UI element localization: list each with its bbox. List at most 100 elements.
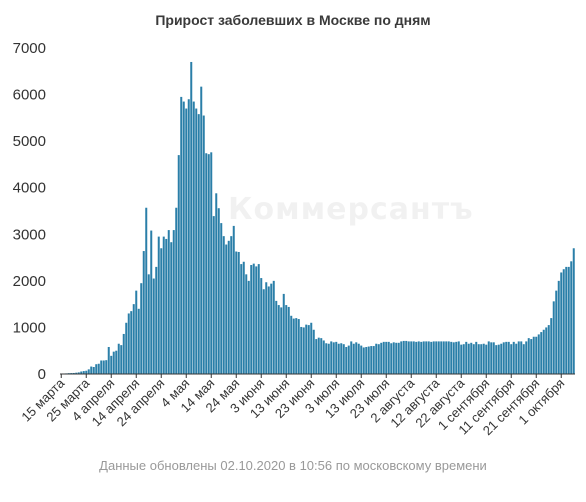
bar [447,341,450,374]
bar [310,322,313,374]
bar [82,371,85,374]
bar [225,244,228,374]
bar [550,318,553,374]
bar [87,369,90,374]
bar [275,300,278,374]
bar [485,344,488,374]
bar [100,360,103,374]
bar [165,238,168,374]
bar [522,344,525,374]
bar [470,342,473,374]
bar [160,248,163,374]
bar [410,341,413,374]
bar [247,280,250,374]
bar [510,344,513,374]
bar [177,155,180,374]
bar [395,342,398,374]
bar [90,366,93,374]
bar [152,278,155,374]
bar [292,318,295,374]
bar [565,266,568,374]
bar [132,304,135,374]
bar [345,346,348,374]
bar [457,341,460,374]
bar [92,367,95,374]
bar [282,293,285,374]
bar [482,343,485,374]
bar [495,345,498,374]
bar [562,269,565,374]
y-tick-label: 2000 [13,273,46,290]
bar [290,315,293,374]
y-tick-label: 0 [38,366,46,383]
bar [535,336,538,374]
bar [352,343,355,374]
bar [182,101,185,374]
y-tick-label: 6000 [13,87,46,104]
bar [350,341,353,374]
bar [285,305,288,374]
bar [80,371,83,374]
bar [332,342,335,374]
bar [137,308,140,374]
bar [85,370,88,374]
bar [557,280,560,374]
bar [105,360,108,374]
bar [472,344,475,374]
bar [277,305,280,374]
y-tick-label: 7000 [13,40,46,57]
bar [237,251,240,374]
bar [190,61,193,374]
bar [465,341,468,374]
bar [417,341,420,374]
bar [295,318,298,374]
bar [112,351,115,374]
bars [60,61,575,375]
bar [480,344,483,374]
bar [327,343,330,374]
bar [272,280,275,374]
bar [372,346,375,374]
bar [135,290,138,374]
bar [387,341,390,374]
bar [460,344,463,374]
bar [242,261,245,374]
bar [157,236,160,374]
bar [402,340,405,374]
bar [185,108,188,374]
bar [267,286,270,374]
bar [425,341,428,374]
bar [175,207,178,374]
bar [552,301,555,374]
bar [110,355,113,374]
bar [162,236,165,374]
bar [120,345,123,374]
bar [420,341,423,374]
bar [312,329,315,374]
watermark-logo: Коммерсантъ [228,192,474,227]
bar [305,324,308,374]
bar [235,251,238,374]
bar [307,325,310,374]
bar [545,327,548,374]
bar [385,341,388,374]
bar [487,341,490,374]
bar [515,343,518,374]
bar [547,325,550,374]
bar [192,101,195,374]
bar [167,230,170,374]
chart-title: Прирост заболевших в Москве по дням [155,12,431,28]
bar [260,278,263,374]
bar [422,341,425,374]
bar [357,343,360,374]
bar [217,208,220,374]
bar [455,341,458,374]
bar [232,225,235,374]
bar [512,341,515,374]
bar [102,360,105,374]
bar [140,283,143,374]
bar [570,261,573,374]
bar [145,207,148,374]
bar [407,341,410,374]
